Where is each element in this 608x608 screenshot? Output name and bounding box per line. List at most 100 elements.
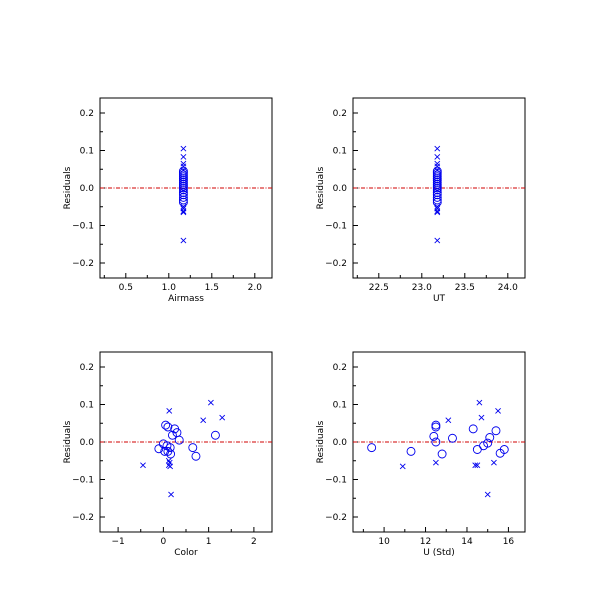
x-tick-label: 14	[461, 537, 473, 547]
data-point-circle	[437, 449, 447, 459]
y-tick-label: −0.1	[325, 222, 347, 232]
data-point-cross	[180, 153, 187, 160]
data-point-circle	[495, 448, 505, 458]
x-axis-label: Airmass	[168, 294, 204, 304]
data-point-circle	[178, 188, 188, 197]
data-point-cross	[434, 160, 441, 167]
x-tick-label: 2	[251, 537, 257, 547]
y-tick-label: 0.2	[333, 363, 347, 373]
data-point-circle	[178, 197, 188, 207]
data-point-circle	[432, 197, 442, 207]
data-point-cross	[165, 457, 172, 464]
data-point-cross	[434, 153, 441, 160]
data-point-circle	[431, 420, 441, 430]
data-point-cross	[445, 417, 452, 424]
data-point-cross	[474, 462, 481, 469]
data-point-circle	[432, 192, 442, 202]
data-point-cross	[200, 417, 207, 424]
data-point-circle	[161, 420, 171, 430]
data-point-cross	[180, 203, 187, 210]
y-tick-label: −0.2	[72, 259, 94, 269]
panel-u-std: 0.2 0.1 0.0 −0.1 −0.2 10 12 14 16 U (Std) Residual…	[316, 351, 526, 558]
y-tick-label: −0.2	[325, 259, 347, 269]
data-point-cross	[180, 205, 187, 212]
data-point-circle	[431, 437, 441, 447]
y-tick-label: 0.0	[80, 438, 95, 448]
y-tick-label: 0.2	[80, 109, 94, 119]
y-tick-label: −0.1	[72, 222, 94, 232]
y-tick-label: 0.1	[80, 401, 94, 411]
data-point-circle	[406, 446, 416, 456]
data-point-circle	[163, 422, 173, 432]
y-tick-label: 0.0	[80, 184, 95, 194]
data-point-cross	[434, 145, 441, 152]
data-point-cross	[207, 399, 214, 406]
x-tick-label: −1	[111, 537, 124, 547]
data-point-circle	[166, 449, 176, 459]
y-tick-label: 0.2	[333, 109, 347, 119]
data-point-circle	[491, 426, 501, 436]
x-tick-label: 12	[420, 537, 431, 547]
data-point-cross	[472, 462, 479, 469]
data-point-circle	[210, 430, 220, 440]
x-tick-label: 2.0	[248, 283, 263, 293]
data-point-cross	[490, 459, 497, 466]
x-tick-label: 1.0	[162, 283, 177, 293]
data-point-circle	[485, 433, 495, 442]
x-axis-label: Color	[174, 548, 198, 558]
panel-ut: 0.2 0.1 0.0 −0.1 −0.2 22.5 23.0 23.5 24.0 UT Resid…	[316, 97, 526, 304]
data-point-circle	[432, 188, 442, 197]
y-axis-label: Residuals	[316, 420, 326, 463]
x-tick-label: 22.5	[369, 283, 389, 293]
y-tick-label: −0.2	[72, 513, 94, 523]
panel-color: 0.2 0.1 0.0 −0.1 −0.2 −1 0 1 2 Color Residuals	[63, 351, 273, 558]
x-tick-label: 23.5	[455, 283, 475, 293]
y-tick-label: 0.2	[80, 363, 94, 373]
data-point-cross	[478, 414, 485, 421]
y-tick-label: 0.1	[80, 147, 94, 157]
data-point-cross	[166, 459, 173, 466]
x-tick-label: 1.5	[205, 283, 219, 293]
data-point-cross	[399, 463, 406, 470]
data-point-circle	[178, 190, 188, 200]
data-point-circle	[468, 424, 478, 434]
data-point-cross	[434, 208, 441, 215]
data-point-circle	[178, 195, 188, 205]
data-point-circle	[367, 443, 377, 453]
data-point-cross	[180, 167, 187, 173]
data-point-cross	[180, 145, 187, 152]
data-point-cross	[434, 203, 441, 210]
data-point-cross	[166, 407, 173, 414]
data-point-circle	[429, 431, 439, 441]
data-point-cross	[495, 407, 501, 414]
panel-airmass: 0.2 0.1 0.0 −0.1 −0.2 0.5 1.0 1.5 2.0 Airmass Resi…	[63, 97, 273, 304]
y-tick-label: −0.1	[325, 476, 347, 486]
x-tick-label: 16	[503, 537, 515, 547]
data-point-circle	[188, 443, 198, 453]
y-tick-label: 0.1	[333, 401, 347, 411]
y-tick-label: 0.1	[333, 147, 347, 157]
x-tick-label: 0.5	[119, 283, 133, 293]
y-tick-label: −0.1	[72, 476, 94, 486]
x-tick-label: 23.0	[412, 283, 432, 293]
data-point-cross	[180, 237, 187, 244]
data-point-circle	[174, 435, 184, 445]
x-tick-label: 0	[161, 537, 167, 547]
data-point-circle	[167, 430, 177, 440]
x-tick-label: 10	[378, 537, 390, 547]
data-point-cross	[219, 414, 226, 421]
data-point-circle	[163, 446, 173, 456]
data-point-cross	[476, 399, 483, 406]
data-point-circle	[472, 445, 482, 454]
data-point-circle	[432, 185, 442, 195]
x-axis-label: U (Std)	[423, 548, 454, 558]
y-axis-label: Residuals	[63, 420, 73, 463]
data-point-cross	[434, 237, 441, 244]
y-tick-label: 0.0	[333, 438, 348, 448]
data-point-circle	[154, 444, 164, 454]
data-point-circle	[191, 451, 201, 461]
data-point-cross	[432, 459, 439, 466]
data-point-circle	[448, 433, 457, 443]
y-tick-label: −0.2	[325, 513, 347, 523]
